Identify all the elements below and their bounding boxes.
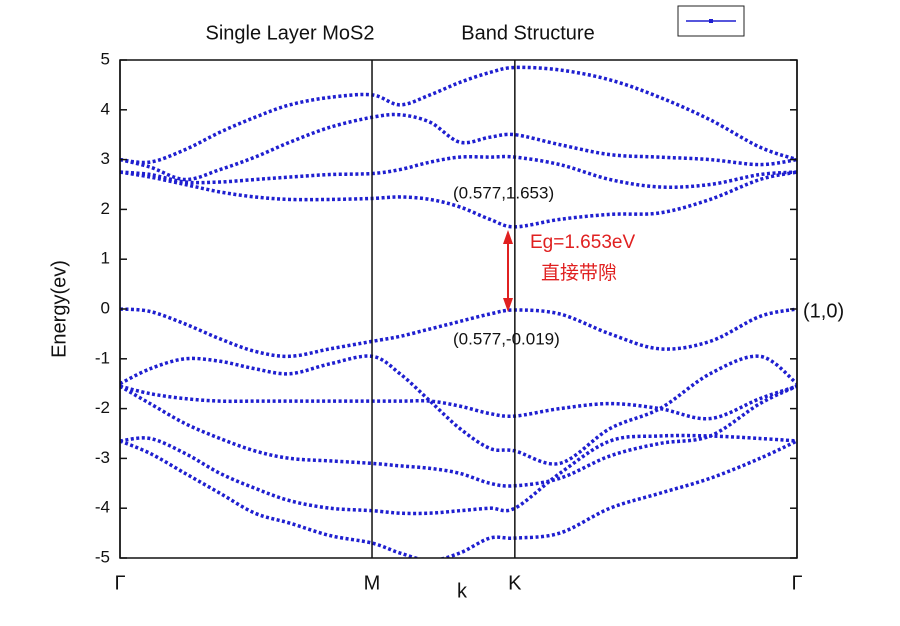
legend <box>677 5 745 37</box>
y-tick-label: 4 <box>101 99 110 118</box>
y-tick-label: 3 <box>101 149 110 168</box>
annotation: Eg=1.653eV <box>530 232 635 253</box>
band-line <box>120 384 797 421</box>
x-tick-label: Γ <box>114 572 125 594</box>
chart-title: Single Layer MoS2 <box>206 22 375 44</box>
x-tick-label: M <box>364 572 381 594</box>
y-tick-label: -3 <box>95 448 110 467</box>
y-tick-label: -5 <box>95 547 110 566</box>
y-tick-label: -2 <box>95 398 110 417</box>
y-tick-label: 5 <box>101 49 110 68</box>
x-tick-label: K <box>508 572 522 594</box>
band-line <box>120 112 797 182</box>
annotation: 直接带隙 <box>541 262 617 284</box>
band-line <box>120 354 797 466</box>
y-tick-label: 2 <box>101 199 110 218</box>
annotation: (0.577,1.653) <box>453 183 554 202</box>
band-line <box>120 433 797 516</box>
y-tick-label: 1 <box>101 249 110 268</box>
band-line <box>120 439 797 558</box>
band-line <box>120 384 797 488</box>
x-tick-label: Γ <box>791 572 802 594</box>
y-tick-label: -1 <box>95 348 110 367</box>
plot-area <box>120 65 797 558</box>
annotation: (1,0) <box>803 300 844 322</box>
band-line <box>120 154 797 189</box>
band-line <box>120 307 797 359</box>
annotation: (0.577,-0.019) <box>453 329 560 348</box>
y-axis-label: Energy(ev) <box>48 260 70 358</box>
y-tick-label: -4 <box>95 498 110 517</box>
plot-frame <box>119 59 798 559</box>
x-axis-label: k <box>457 580 468 602</box>
y-tick-label: 0 <box>101 298 110 317</box>
band-line <box>120 65 797 165</box>
chart-subtitle: Band Structure <box>461 22 594 44</box>
